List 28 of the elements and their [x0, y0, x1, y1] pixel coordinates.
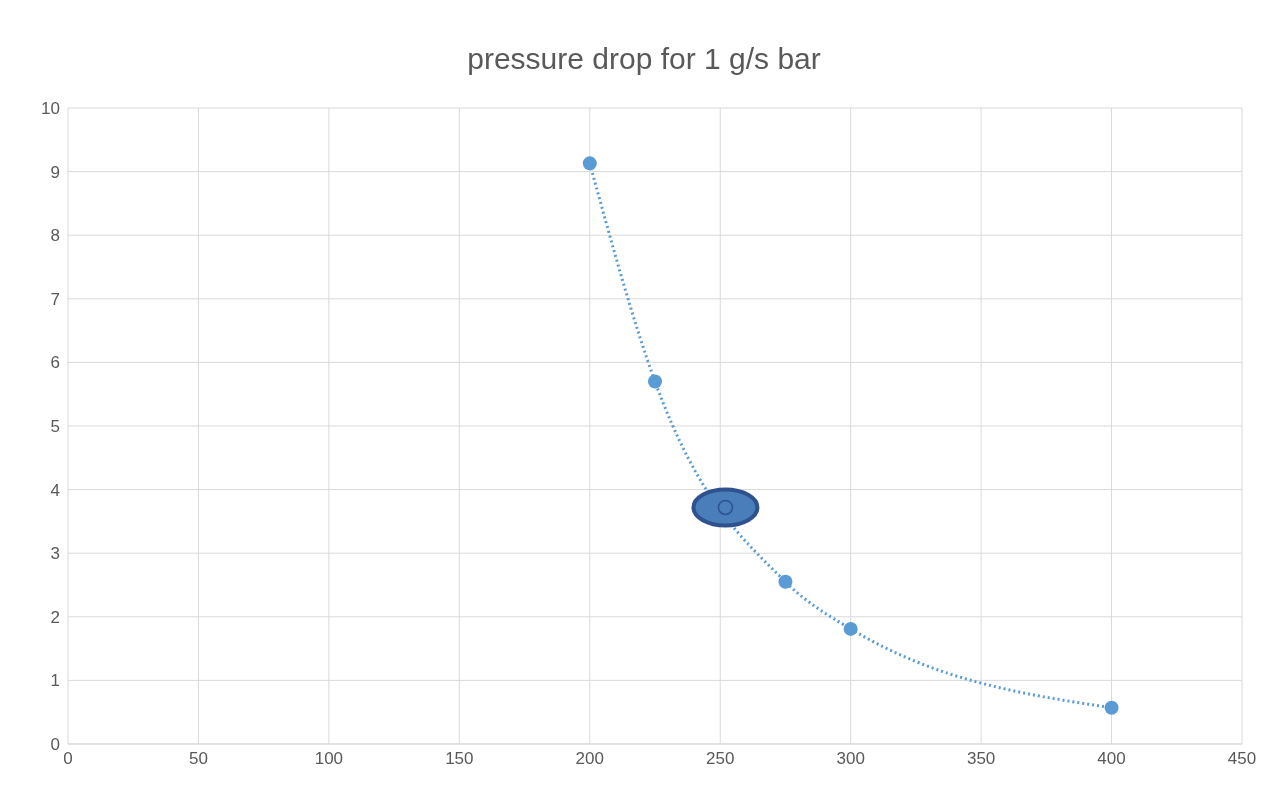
x-tick-label: 350: [966, 749, 996, 769]
point: [778, 574, 793, 589]
x-tick-label: 450: [1227, 749, 1257, 769]
x-tick-label: 250: [706, 749, 735, 769]
point: [717, 499, 734, 516]
y-tick-label: 0: [50, 735, 60, 755]
point: [1104, 700, 1119, 715]
x-tick-label: 300: [836, 749, 865, 769]
chart-title: pressure drop for 1 g/s bar: [466, 41, 822, 75]
y-tick-label: 3: [50, 544, 60, 564]
y-tick-label: 8: [50, 226, 60, 246]
x-tick-label: 400: [1097, 749, 1126, 769]
y-tick-label: 10: [41, 99, 60, 119]
y-tick-label: 5: [50, 417, 60, 437]
y-tick-label: 2: [50, 607, 60, 627]
point: [648, 374, 662, 389]
x-tick-label: 50: [188, 749, 208, 769]
y-tick-label: 7: [50, 289, 60, 309]
x-tick-label: 100: [314, 749, 344, 769]
y-tick-label: 6: [50, 353, 60, 373]
point: [843, 621, 858, 636]
y-tick-label: 1: [50, 671, 60, 691]
y-tick-label: 4: [50, 480, 60, 500]
point: [582, 156, 597, 171]
x-tick-label: 150: [445, 749, 474, 769]
x-tick-label: 0: [63, 749, 73, 769]
x-tick-label: 200: [575, 749, 604, 769]
y-tick-label: 9: [50, 162, 60, 182]
